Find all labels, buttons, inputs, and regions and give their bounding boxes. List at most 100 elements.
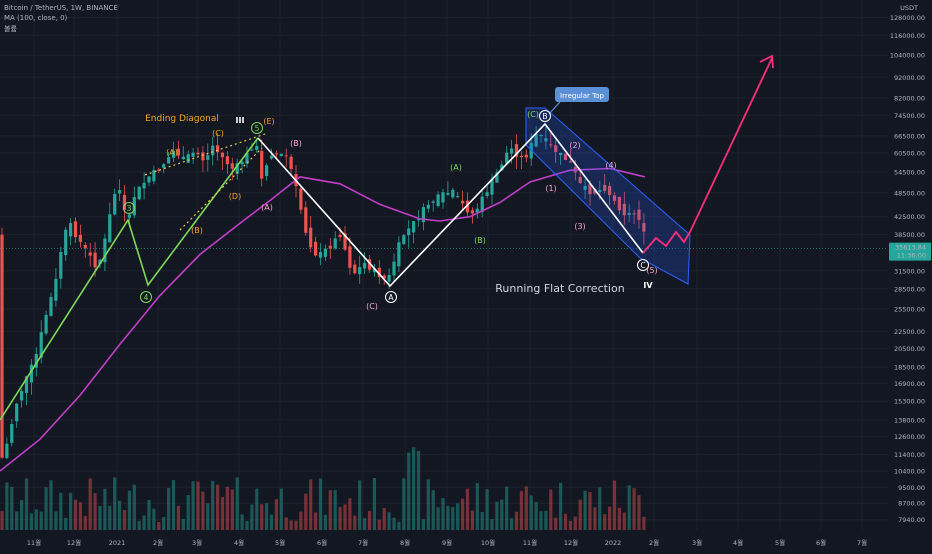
volume-bar bbox=[118, 500, 122, 530]
candle-body bbox=[127, 214, 131, 218]
candle-body bbox=[176, 148, 180, 156]
countdown-label: 11:36:00 bbox=[897, 252, 926, 260]
impulse-wave-line bbox=[0, 137, 259, 421]
volume-bar bbox=[323, 514, 327, 530]
candle-body bbox=[309, 227, 313, 248]
volume-bar bbox=[632, 488, 636, 530]
price-tick-8: 54500.00 bbox=[894, 168, 925, 176]
candle-body bbox=[54, 278, 58, 301]
green-C-label: (C) bbox=[527, 110, 539, 119]
candle-body bbox=[0, 234, 4, 458]
candle-body bbox=[446, 192, 450, 195]
candle-body bbox=[568, 161, 572, 163]
time-tick-16: 3월 bbox=[692, 538, 702, 547]
candle-body bbox=[353, 264, 357, 274]
time-tick-5: 4월 bbox=[234, 538, 244, 547]
volume-bar bbox=[627, 485, 631, 530]
volume-bar bbox=[34, 509, 38, 530]
time-tick-9: 8월 bbox=[400, 538, 410, 547]
volume-bar bbox=[377, 519, 381, 530]
ma-100-line bbox=[0, 167, 646, 472]
candle-body bbox=[186, 154, 190, 163]
volume-bar bbox=[274, 499, 278, 530]
volume-bar bbox=[245, 521, 249, 530]
wave-4-label-circle bbox=[140, 291, 152, 303]
volume-bar bbox=[598, 487, 602, 530]
candle-body bbox=[343, 233, 347, 250]
candle-body bbox=[274, 153, 278, 155]
volume-bar bbox=[186, 494, 190, 530]
volume-bar bbox=[5, 482, 9, 530]
candle-body bbox=[250, 149, 254, 151]
volume-bar bbox=[127, 490, 131, 530]
volume-bars bbox=[0, 447, 646, 530]
time-axis[interactable]: 11월 12월 2021 2월 3월 4월 5월 6월 7월 8월 9월 10월 11월 12월 2022 2… bbox=[27, 538, 867, 547]
diag-C-label: (C) bbox=[212, 129, 224, 138]
price-tick-4: 82000.00 bbox=[894, 95, 925, 103]
candle-body bbox=[338, 234, 342, 238]
irregular-top-label: Irregular Top bbox=[560, 92, 604, 100]
candle-body bbox=[171, 150, 176, 158]
price-tick-26: 7940.00 bbox=[898, 516, 925, 524]
volume-bar bbox=[206, 503, 210, 530]
candle-body bbox=[24, 376, 29, 393]
volume-bar bbox=[554, 517, 558, 530]
price-axis-bg bbox=[888, 0, 932, 550]
volume-bar bbox=[78, 502, 82, 530]
candle-body bbox=[314, 241, 318, 256]
candle-body bbox=[436, 194, 440, 207]
volume-bar bbox=[451, 507, 455, 530]
wave-IV-label: IV bbox=[643, 281, 653, 290]
candle-body bbox=[617, 196, 621, 211]
circle-B-label-circle bbox=[539, 110, 551, 122]
volume-bar bbox=[568, 520, 572, 530]
candle-body bbox=[603, 184, 607, 191]
volume-bar bbox=[461, 498, 465, 530]
volume-bar bbox=[534, 501, 538, 530]
candle-body bbox=[10, 424, 14, 443]
candle-body bbox=[235, 163, 239, 174]
volume-bar bbox=[465, 488, 470, 530]
price-tick-15: 22500.00 bbox=[894, 328, 925, 336]
volume-bar bbox=[544, 510, 548, 530]
candle-body bbox=[348, 246, 352, 268]
diag-A-label: (A) bbox=[166, 148, 178, 157]
volume-bar bbox=[470, 510, 474, 530]
volume-bar bbox=[250, 504, 254, 530]
projection-path bbox=[642, 57, 773, 254]
candle-body bbox=[279, 153, 283, 156]
candle-body bbox=[451, 189, 455, 198]
volume-bar bbox=[201, 491, 205, 530]
volume-bar bbox=[593, 507, 597, 530]
green-A-label: (A) bbox=[450, 163, 462, 172]
diag-D-label: (D) bbox=[229, 192, 241, 201]
candle-body bbox=[289, 156, 293, 169]
price-tick-14: 25500.00 bbox=[894, 305, 925, 313]
wave-5-label-circle bbox=[251, 122, 263, 134]
candle-body bbox=[539, 134, 543, 137]
volume-bar bbox=[167, 487, 171, 530]
candle-body bbox=[196, 152, 200, 155]
candle-body bbox=[622, 203, 626, 216]
price-tick-19: 15300.00 bbox=[894, 398, 925, 406]
candle-body bbox=[98, 259, 102, 264]
price-tick-2: 104000.00 bbox=[890, 52, 925, 60]
current-price-badge bbox=[889, 242, 931, 261]
running-flat-label: Running Flat Correction bbox=[495, 282, 624, 295]
volume-bar bbox=[10, 486, 14, 530]
volume-bar bbox=[299, 511, 303, 530]
wave-labels: Ending Diagonal III IV Running Flat Correct… bbox=[123, 92, 658, 311]
volume-bar bbox=[108, 505, 112, 530]
price-tick-11: 38500.00 bbox=[894, 231, 925, 239]
wave-2-label: (2) bbox=[569, 141, 580, 150]
volume-bar bbox=[24, 478, 29, 530]
candle-body bbox=[83, 244, 87, 249]
price-axis[interactable]: USDT 128000.00 116000.00 104000.00 92000.00 8… bbox=[888, 0, 932, 550]
candle-body bbox=[284, 155, 288, 157]
volume-bar bbox=[318, 478, 323, 530]
volume-bar bbox=[407, 452, 411, 530]
axis-unit: USDT bbox=[900, 4, 918, 12]
volume-bar bbox=[279, 488, 283, 530]
candle-body bbox=[49, 297, 53, 316]
